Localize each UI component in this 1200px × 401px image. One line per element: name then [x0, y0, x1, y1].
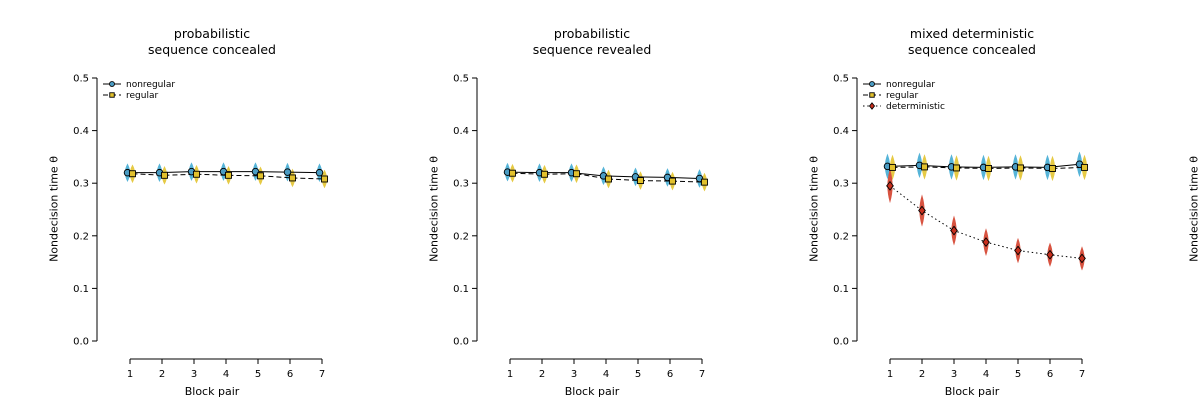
y-axis-label: Nondecision time θ — [807, 156, 821, 262]
svg-text:3: 3 — [191, 369, 197, 380]
svg-text:0.4: 0.4 — [833, 126, 849, 137]
y-axis-label: Nondecision time θ — [1187, 156, 1200, 262]
x-axis-label: Block pair — [184, 385, 240, 398]
x-axis-label: Block pair — [944, 385, 1000, 398]
svg-text:0.4: 0.4 — [453, 126, 469, 137]
panel-probabilistic-revealed: probabilistic sequence revealed 0.0 0.1 0.… — [420, 16, 720, 401]
svg-text:0.3: 0.3 — [453, 179, 469, 190]
panel-title: probabilistic sequence revealed — [467, 26, 717, 58]
svg-text:nonregular: nonregular — [126, 80, 175, 90]
panel-title-line2: sequence concealed — [908, 42, 1036, 57]
svg-text:0.0: 0.0 — [453, 337, 469, 348]
svg-text:5: 5 — [635, 369, 641, 380]
svg-text:0.1: 0.1 — [833, 284, 849, 295]
svg-text:0.2: 0.2 — [453, 231, 469, 242]
svg-text:4: 4 — [983, 369, 989, 380]
panel-title-line1: mixed deterministic — [909, 26, 1035, 41]
svg-text:2: 2 — [159, 369, 165, 380]
svg-text:7: 7 — [699, 369, 705, 380]
panel-title-line2: sequence revealed — [532, 42, 652, 57]
svg-text:0.2: 0.2 — [73, 231, 89, 242]
panel-title-line1: probabilistic — [553, 26, 631, 41]
svg-text:0.5: 0.5 — [73, 74, 89, 85]
panel-title: probabilistic sequence concealed — [87, 26, 337, 58]
svg-text:2: 2 — [539, 369, 545, 380]
panel-probabilistic-concealed: probabilistic sequence concealed 0.0 0.1 0… — [40, 16, 340, 401]
svg-text:nonregular: nonregular — [886, 80, 935, 90]
svg-text:5: 5 — [255, 369, 261, 380]
svg-text:0.1: 0.1 — [73, 284, 89, 295]
svg-text:3: 3 — [571, 369, 577, 380]
svg-text:4: 4 — [223, 369, 229, 380]
svg-text:0.3: 0.3 — [833, 179, 849, 190]
svg-text:0.3: 0.3 — [73, 179, 89, 190]
svg-text:0.5: 0.5 — [833, 74, 849, 85]
svg-text:5: 5 — [1015, 369, 1021, 380]
svg-text:1: 1 — [127, 369, 133, 380]
y-axis-label: Nondecision time θ — [427, 156, 441, 262]
svg-text:0.1: 0.1 — [453, 284, 469, 295]
chart-probabilistic-concealed: 0.0 0.1 0.2 0.3 0.4 0.5 1 2 3 4 5 6 7 nonregular regul… — [40, 16, 340, 401]
svg-text:0.4: 0.4 — [73, 126, 89, 137]
svg-text:4: 4 — [603, 369, 609, 380]
svg-text:1: 1 — [507, 369, 513, 380]
svg-text:0.5: 0.5 — [453, 74, 469, 85]
panel-title: mixed deterministic sequence concealed — [847, 26, 1097, 58]
svg-text:regular: regular — [886, 91, 918, 101]
chart-mixed-deterministic-concealed: 0.0 0.1 0.2 0.3 0.4 0.5 1 2 3 4 5 6 7 nonregular regul… — [800, 16, 1100, 401]
svg-text:6: 6 — [667, 369, 673, 380]
x-axis-label: Block pair — [564, 385, 620, 398]
y-axis-label: Nondecision time θ — [47, 156, 61, 262]
svg-text:regular: regular — [126, 91, 158, 101]
svg-text:0.0: 0.0 — [833, 337, 849, 348]
svg-text:deterministic: deterministic — [886, 102, 945, 112]
svg-text:0.0: 0.0 — [73, 337, 89, 348]
chart-probabilistic-revealed: 0.0 0.1 0.2 0.3 0.4 0.5 1 2 3 4 5 6 7 — [420, 16, 720, 401]
svg-text:6: 6 — [287, 369, 293, 380]
panel-mixed-deterministic-concealed: mixed deterministic sequence concealed 0… — [800, 16, 1100, 401]
svg-text:7: 7 — [1079, 369, 1085, 380]
svg-text:6: 6 — [1047, 369, 1053, 380]
panel-title-line1: probabilistic — [173, 26, 251, 41]
svg-text:0.2: 0.2 — [833, 231, 849, 242]
panel-mixed-deterministic-revealed: mixed deterministic sequence revealed 0.… — [1180, 16, 1200, 401]
panel-title-line2: sequence concealed — [148, 42, 276, 57]
svg-text:7: 7 — [319, 369, 325, 380]
svg-text:2: 2 — [919, 369, 925, 380]
svg-text:3: 3 — [951, 369, 957, 380]
svg-text:1: 1 — [887, 369, 893, 380]
